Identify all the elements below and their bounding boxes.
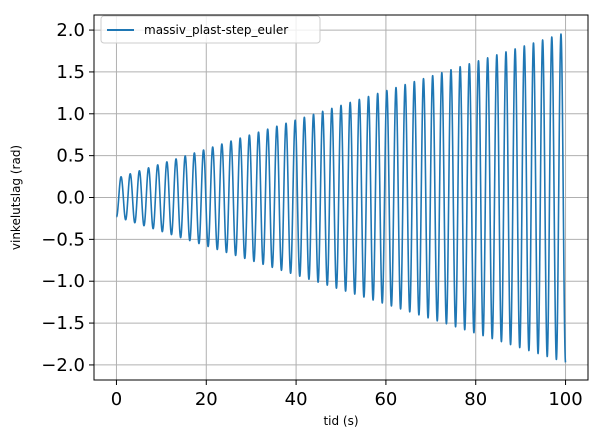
series-area <box>115 33 567 363</box>
y-tick-label: 2.0 <box>56 20 85 41</box>
x-tick-label: 20 <box>195 389 218 410</box>
y-tick-label: 0.5 <box>56 146 85 167</box>
legend-label: massiv_plast-step_euler <box>144 23 288 37</box>
y-tick-label: 1.5 <box>56 62 85 83</box>
x-tick-label: 0 <box>111 389 122 410</box>
y-tick-label: −0.5 <box>41 229 85 250</box>
y-axis-ticks: 2.0 1.5 1.0 0.5 0.0 −0.5 −1.0 −1.5 −2.0 <box>41 20 94 376</box>
x-tick-label: 100 <box>548 389 582 410</box>
y-tick-label: 0.0 <box>56 188 85 209</box>
y-tick-label: 1.0 <box>56 104 85 125</box>
series-line <box>115 33 567 363</box>
x-tick-label: 40 <box>285 389 308 410</box>
legend-box <box>100 15 321 44</box>
y-axis-label: vinkelutslag (rad) <box>9 145 23 250</box>
y-tick-label: −2.0 <box>41 355 85 376</box>
y-tick-label: −1.0 <box>41 271 85 292</box>
x-axis-label: tid (s) <box>323 414 358 428</box>
y-tick-label: −1.5 <box>41 313 85 334</box>
x-tick-label: 80 <box>464 389 487 410</box>
legend: massiv_plast-step_euler <box>100 15 321 44</box>
x-tick-label: 60 <box>374 389 397 410</box>
x-axis-ticks: 0 20 40 60 80 100 <box>111 380 583 410</box>
